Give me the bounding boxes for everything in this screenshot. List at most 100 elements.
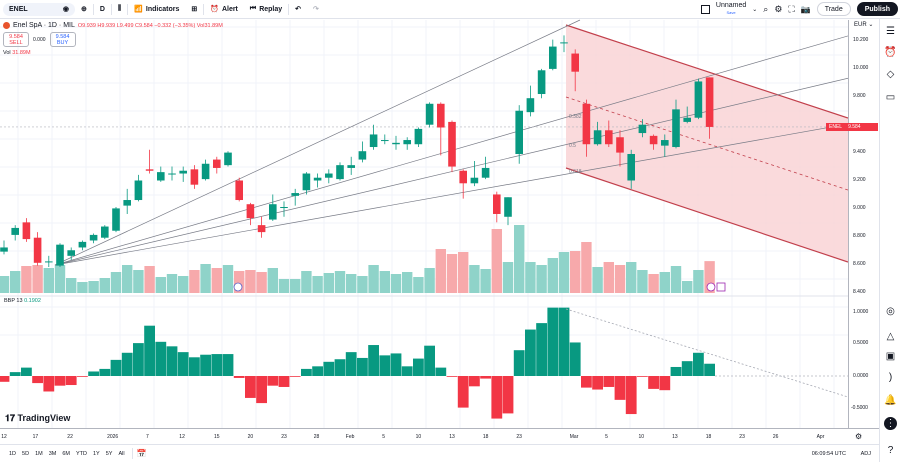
candle-body (369, 134, 378, 148)
range-1d[interactable]: 1D (9, 450, 17, 457)
buy-button[interactable]: 9.584 BUY (49, 32, 76, 47)
fan-line (54, 19, 581, 266)
volume-bar (502, 262, 514, 293)
sell-button[interactable]: 9.584 SELL (3, 32, 29, 47)
range-all[interactable]: All (118, 450, 125, 457)
candle-body (213, 159, 221, 168)
range-5d[interactable]: 5D (22, 450, 30, 457)
redo-icon[interactable]: ↷ (313, 6, 319, 13)
price-axis[interactable]: EUR ⌄ 10.200 10.000 9.800 9.400 9.200 9.… (848, 20, 878, 428)
candle-body (190, 169, 199, 185)
volume-bar (413, 277, 424, 293)
candle-body (515, 110, 523, 154)
bbp-bar (536, 323, 547, 376)
layout-square-icon[interactable] (700, 4, 710, 14)
bbp-tick: 0.0000 (853, 373, 869, 379)
price-chart[interactable]: 0.382 0.5 0.618 (0, 0, 848, 428)
last-price-symbol: ENEL (829, 124, 843, 130)
time-tick: 13 (672, 434, 678, 440)
fib-label: 0.618 (569, 169, 582, 175)
bbp-bar (670, 366, 682, 376)
volume-bar (536, 265, 547, 293)
candle-body (481, 167, 490, 178)
bbp-bar (0, 376, 10, 382)
time-axis[interactable]: ⚙ 12 17 22 2026 7 12 15 20 23 28 Feb 5 10 13 18 23 Mar 5 1… (0, 428, 879, 444)
adjust-button[interactable]: ADJ (860, 450, 871, 457)
candle-body (269, 204, 277, 220)
apps-grid-icon[interactable]: ⋮ (884, 417, 897, 430)
price-tick: 8.400 (853, 289, 866, 295)
brand-text: TradingView (17, 413, 71, 423)
interval-button[interactable]: D (99, 5, 105, 13)
range-ytd[interactable]: YTD (75, 450, 87, 457)
volume-bar (21, 266, 32, 293)
clock[interactable]: 06:09:54 UTC (811, 450, 846, 457)
fullscreen-icon[interactable]: ⛶ (788, 3, 795, 14)
layers-icon[interactable]: ◇ (886, 69, 895, 80)
volume-bar (312, 276, 323, 293)
candle-type-icon[interactable]: ⫼ (117, 5, 122, 12)
volume-bar (603, 262, 614, 293)
range-1m[interactable]: 1M (35, 450, 43, 457)
bbp-bar (693, 352, 704, 376)
volume-bar (110, 272, 122, 293)
bbp-bar (547, 307, 559, 376)
volume-bar (704, 261, 715, 293)
alert-button[interactable]: ⏰ Alert (204, 0, 244, 19)
bbp-trend-line (565, 308, 848, 398)
candle-body (683, 117, 691, 122)
range-3m[interactable]: 3M (48, 450, 57, 457)
volume-bar (446, 254, 458, 293)
chart-legend: Enel SpA · 1D · MIL O9.939 H9.939 L9.499 … (3, 22, 223, 56)
bbp-bar (9, 372, 21, 376)
volume-bar (122, 265, 133, 293)
candle-body (157, 172, 165, 181)
range-5y[interactable]: 5Y (105, 450, 113, 457)
volume-bar (637, 270, 648, 293)
candle-body (470, 177, 479, 184)
notifications-bell-icon[interactable]: 🔔 (884, 395, 897, 406)
layout-name[interactable]: Unnamed Save (716, 2, 746, 16)
regression-channel-fill (566, 25, 848, 262)
volume-bar (133, 270, 144, 293)
chat-icon[interactable]: ▭ (885, 92, 896, 103)
quick-search-icon[interactable]: ⌕ (763, 3, 769, 14)
bbp-value: 0.1902 (24, 298, 41, 304)
candle-body (448, 121, 456, 167)
trade-button[interactable]: Trade (816, 2, 851, 16)
settings-gear-icon[interactable]: ⚙ (774, 3, 783, 14)
earnings-marker (716, 282, 726, 292)
bbp-bar (110, 359, 122, 376)
ideas-icon[interactable]: △ (886, 331, 895, 342)
divider (288, 3, 290, 15)
add-symbol-icon[interactable]: ⊕ (81, 6, 87, 13)
symbol-search[interactable]: ENEL ◉ (3, 2, 75, 16)
time-tick: 2026 (107, 434, 119, 440)
candle-body (504, 197, 512, 217)
watchlist-icon[interactable]: ☰ (886, 26, 895, 37)
chevron-down-icon[interactable]: ⌄ (752, 6, 758, 13)
templates-icon[interactable]: ⊞ (191, 6, 198, 13)
indicators-button[interactable]: 📶 Indicators (128, 0, 185, 19)
help-icon[interactable]: ? (887, 445, 894, 456)
range-6m[interactable]: 6M (62, 450, 70, 457)
axis-settings-icon[interactable]: ⚙ (855, 432, 863, 441)
undo-icon[interactable]: ↶ (295, 6, 302, 13)
camera-icon[interactable]: 📷 (800, 4, 811, 14)
alert-label: Alert (221, 5, 238, 13)
replay-button[interactable]: ⏮ Replay (244, 0, 288, 19)
range-1y[interactable]: 1Y (92, 450, 100, 457)
eye-icon[interactable]: ◉ (62, 6, 69, 13)
currency-selector[interactable]: EUR ⌄ (854, 22, 874, 28)
date-range-icon[interactable]: 📅 (136, 449, 147, 458)
candle-body (705, 77, 714, 127)
target-icon[interactable]: ◎ (886, 306, 895, 317)
volume-bar (357, 276, 368, 293)
time-tick: 18 (482, 434, 489, 440)
candle-body (313, 177, 322, 181)
alarm-clock-icon[interactable]: ⏰ (884, 47, 897, 58)
calendar-icon[interactable]: ▣ (885, 351, 896, 362)
publish-button[interactable]: Publish (856, 2, 898, 16)
news-feed-icon[interactable]: ) (888, 372, 893, 383)
time-tick: 22 (67, 434, 73, 440)
